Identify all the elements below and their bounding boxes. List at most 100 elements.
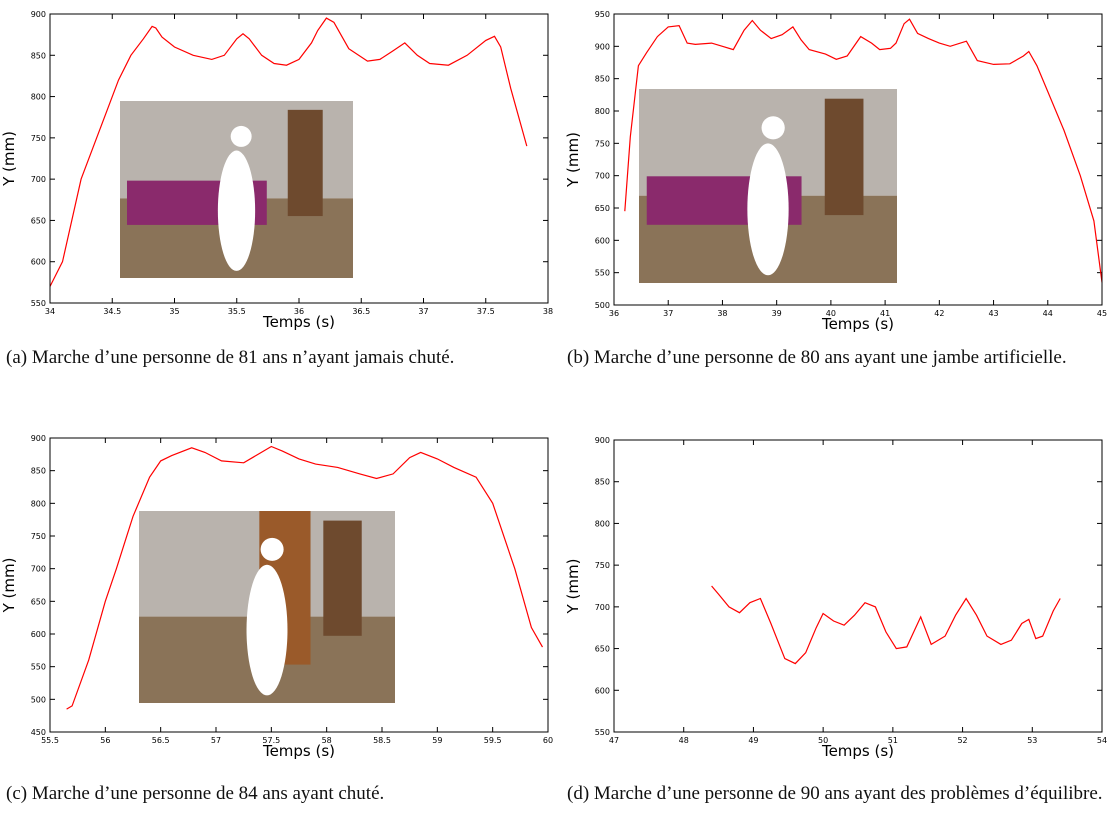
x-tick-label: 35 bbox=[169, 307, 179, 316]
x-tick-label: 48 bbox=[679, 736, 689, 745]
x-tick-label: 36 bbox=[609, 309, 619, 318]
y-tick-label: 550 bbox=[595, 728, 610, 737]
y-tick-label: 900 bbox=[595, 42, 610, 51]
y-tick-label: 850 bbox=[31, 51, 46, 60]
data-line bbox=[624, 18, 1103, 283]
caption: (d) Marche d’une personne de 90 ans ayan… bbox=[567, 783, 1103, 804]
y-tick-label: 950 bbox=[595, 10, 610, 19]
caption: (c) Marche d’une personne de 84 ans ayan… bbox=[6, 783, 385, 804]
y-tick-label: 800 bbox=[31, 93, 46, 102]
plot-frame bbox=[613, 13, 1103, 306]
y-tick-label: 650 bbox=[31, 216, 46, 225]
x-tick-label: 40 bbox=[826, 309, 836, 318]
y-tick-label: 850 bbox=[595, 478, 610, 487]
photo-door-frame bbox=[323, 520, 362, 636]
y-tick-label: 900 bbox=[595, 436, 610, 445]
person-silhouette bbox=[246, 564, 288, 696]
y-tick-label: 500 bbox=[31, 695, 46, 704]
x-axis-label: Temps (s) bbox=[821, 742, 894, 760]
y-tick-label: 800 bbox=[31, 499, 46, 508]
y-tick-label: 750 bbox=[31, 134, 46, 143]
photo-inset bbox=[139, 511, 395, 703]
x-tick-label: 38 bbox=[717, 309, 727, 318]
y-tick-label: 750 bbox=[31, 532, 46, 541]
y-axis-label: Y (mm) bbox=[0, 131, 18, 187]
x-tick-label: 56.5 bbox=[152, 736, 170, 745]
x-tick-label: 50 bbox=[818, 736, 828, 745]
y-tick-label: 750 bbox=[595, 139, 610, 148]
x-tick-label: 57 bbox=[211, 736, 221, 745]
y-tick-label: 900 bbox=[31, 10, 46, 19]
x-tick-label: 51 bbox=[888, 736, 898, 745]
x-tick-label: 49 bbox=[748, 736, 758, 745]
x-axis-label: Temps (s) bbox=[262, 742, 335, 760]
x-tick-label: 56 bbox=[100, 736, 110, 745]
x-tick-label: 37 bbox=[663, 309, 673, 318]
y-tick-label: 700 bbox=[31, 175, 46, 184]
y-tick-label: 850 bbox=[595, 75, 610, 84]
y-tick-label: 800 bbox=[595, 519, 610, 528]
plot-frame bbox=[613, 439, 1103, 733]
x-tick-label: 37.5 bbox=[477, 307, 495, 316]
y-tick-label: 650 bbox=[595, 204, 610, 213]
x-tick-label: 35.5 bbox=[228, 307, 246, 316]
y-tick-label: 800 bbox=[595, 107, 610, 116]
y-tick-label: 750 bbox=[595, 561, 610, 570]
x-tick-label: 60 bbox=[543, 736, 553, 745]
y-tick-label: 550 bbox=[595, 269, 610, 278]
x-tick-label: 34.5 bbox=[103, 307, 121, 316]
data-line bbox=[711, 585, 1061, 665]
x-tick-label: 36 bbox=[294, 307, 304, 316]
x-tick-label: 55.5 bbox=[41, 736, 59, 745]
person-head bbox=[761, 116, 785, 140]
x-tick-label: 44 bbox=[1043, 309, 1053, 318]
y-tick-label: 550 bbox=[31, 299, 46, 308]
y-tick-label: 450 bbox=[31, 728, 46, 737]
y-tick-label: 600 bbox=[595, 236, 610, 245]
y-tick-label: 900 bbox=[31, 434, 46, 443]
x-tick-label: 54 bbox=[1097, 736, 1107, 745]
y-tick-label: 700 bbox=[595, 603, 610, 612]
x-axis-label: Temps (s) bbox=[262, 313, 335, 331]
data-line bbox=[66, 445, 544, 710]
photo-inset bbox=[639, 89, 897, 283]
y-tick-label: 850 bbox=[31, 467, 46, 476]
y-axis-label: Y (mm) bbox=[0, 558, 18, 614]
data-line bbox=[49, 17, 528, 287]
x-tick-label: 43 bbox=[988, 309, 998, 318]
x-tick-label: 36.5 bbox=[352, 307, 370, 316]
person-silhouette bbox=[217, 150, 256, 271]
y-tick-label: 500 bbox=[595, 301, 610, 310]
y-tick-label: 550 bbox=[31, 663, 46, 672]
y-tick-label: 700 bbox=[31, 565, 46, 574]
y-tick-label: 700 bbox=[595, 172, 610, 181]
plot-frame bbox=[49, 437, 549, 733]
photo-door-frame bbox=[287, 109, 323, 217]
x-tick-label: 45 bbox=[1097, 309, 1107, 318]
caption: (a) Marche d’une personne de 81 ans n’ay… bbox=[6, 347, 455, 368]
person-head bbox=[230, 125, 252, 147]
plot-frame bbox=[49, 13, 549, 304]
x-tick-label: 53 bbox=[1027, 736, 1037, 745]
x-tick-label: 39 bbox=[772, 309, 782, 318]
y-tick-label: 650 bbox=[595, 645, 610, 654]
y-tick-label: 600 bbox=[31, 630, 46, 639]
x-tick-label: 59 bbox=[432, 736, 442, 745]
x-tick-label: 58 bbox=[322, 736, 332, 745]
x-tick-label: 59.5 bbox=[484, 736, 502, 745]
photo-inset bbox=[120, 101, 353, 278]
x-tick-label: 57.5 bbox=[262, 736, 280, 745]
photo-door-frame bbox=[824, 98, 864, 216]
x-axis-label: Temps (s) bbox=[821, 315, 894, 333]
x-tick-label: 52 bbox=[957, 736, 967, 745]
person-silhouette bbox=[747, 143, 789, 276]
x-tick-label: 34 bbox=[45, 307, 55, 316]
y-tick-label: 600 bbox=[31, 258, 46, 267]
caption: (b) Marche d’une personne de 80 ans ayan… bbox=[567, 347, 1067, 368]
person-head bbox=[260, 537, 284, 561]
x-tick-label: 58.5 bbox=[373, 736, 391, 745]
x-tick-label: 42 bbox=[934, 309, 944, 318]
